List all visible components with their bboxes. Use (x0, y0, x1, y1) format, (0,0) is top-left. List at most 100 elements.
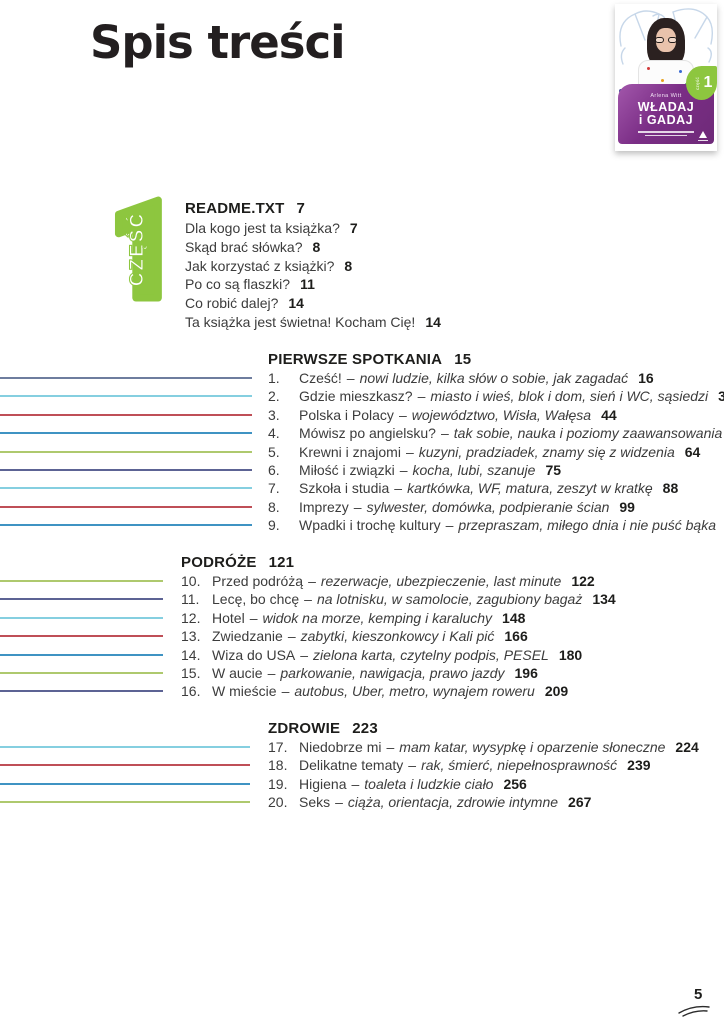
toc-entry: 6. Miłość i związki – kocha, lubi, szanu… (268, 461, 724, 479)
entry-number: 16. (181, 683, 201, 700)
entry-separator: – (267, 664, 276, 681)
toc-entry: Ta książka jest świetna! Kocham Cię! 14 (185, 313, 441, 332)
entry-page: 8 (312, 238, 321, 255)
entry-page: 64 (684, 443, 701, 460)
entry-title: Imprezy (299, 498, 349, 515)
entry-description: na lotnisku, w samolocie, zagubiony baga… (316, 591, 583, 608)
entry-description: województwo, Wisła, Wałęsa (411, 406, 592, 423)
section-zdrowie: ZDROWIE 223 17. Niedobrze mi – mam katar… (268, 719, 699, 812)
entry-description: zielona karta, czytelny podpis, PESEL (313, 646, 549, 663)
entry-title: Lecę, bo chcę (212, 591, 300, 608)
entry-number: 15. (181, 664, 201, 681)
cover-part-number: 1 (703, 74, 713, 91)
chapter-rule-line (0, 506, 252, 508)
entry-description: toaleta i ludzkie ciało (364, 775, 494, 792)
chapter-rule-line (0, 783, 250, 785)
chapter-rule-line (0, 598, 163, 600)
entry-separator: – (408, 757, 417, 774)
glasses-icon (655, 37, 677, 44)
entry-page: 256 (503, 775, 527, 792)
entry-number: 13. (181, 628, 201, 645)
chapter-rule-line (0, 617, 163, 619)
entry-page: 30 (718, 388, 724, 405)
entry-description: rak, śmierć, niepełnosprawność (421, 757, 618, 774)
section-page: 7 (296, 200, 306, 217)
entry-page: 44 (601, 406, 617, 423)
chapter-rule-line (0, 801, 250, 803)
entry-title: Hotel (212, 609, 245, 626)
entry-title: Po co są flaszki? (185, 276, 291, 293)
entry-title: Polska i Polacy (299, 406, 394, 423)
entry-page: 224 (675, 739, 699, 755)
entry-description: sylwester, domówka, podpieranie ścian (366, 498, 610, 515)
entry-title: Wiza do USA (212, 646, 296, 663)
entry-separator: – (386, 739, 395, 755)
woman-face (656, 28, 676, 52)
entry-title: Co robić dalej? (185, 295, 279, 312)
entry-title: Dla kogo jest ta książka? (185, 220, 340, 236)
entry-page: 122 (571, 573, 595, 589)
page-title: Spis treści (90, 16, 346, 69)
page-number: 5 (694, 986, 703, 1003)
entry-number: 5. (268, 443, 280, 460)
entry-number: 3. (268, 406, 280, 423)
section-heading: PODRÓŻE 121 (181, 553, 616, 572)
toc-entry: Po co są flaszki? 11 (185, 275, 441, 294)
section-pierwsze-spotkania: PIERWSZE SPOTKANIA 15 1. Cześć! – nowi l… (268, 350, 724, 535)
entry-description: autobus, Uber, metro, wynajem roweru (294, 683, 535, 700)
entry-separator: – (417, 388, 426, 405)
chapter-rule-line (0, 672, 163, 674)
entry-number: 9. (268, 517, 280, 534)
part-number-graphic: CZĘŚĆ (110, 196, 176, 302)
chapter-rule-line (0, 414, 252, 416)
section-heading: ZDROWIE 223 (268, 719, 699, 738)
entry-separator: – (398, 406, 407, 423)
entry-description: zabytki, kieszonkowcy i Kali pić (300, 628, 495, 645)
entry-description: kocha, lubi, szanuje (412, 461, 536, 478)
cover-tagline-bar (638, 131, 694, 133)
entry-title: Higiena (299, 775, 347, 792)
toc-entry: 10. Przed podróżą – rezerwacje, ubezpiec… (181, 572, 616, 590)
toc-entry: 17. Niedobrze mi – mam katar, wysypkę i … (268, 738, 699, 756)
cover-title-line1: WŁADAJ (637, 100, 695, 114)
entry-description: ciąża, orientacja, zdrowie intymne (347, 794, 559, 811)
entry-description: kartkówka, WF, matura, zeszyt w kratkę (407, 480, 653, 497)
entry-description: rezerwacje, ubezpieczenie, last minute (320, 573, 562, 589)
entry-number: 17. (268, 739, 288, 755)
toc-entry: 11. Lecę, bo chcę – na lotnisku, w samol… (181, 590, 616, 608)
entry-title: Mówisz po angielsku? (299, 425, 436, 442)
chapter-rule-line (0, 764, 250, 766)
toc-entry: 19. Higiena – toaleta i ludzkie ciało 25… (268, 775, 699, 793)
entry-title: Cześć! (299, 370, 342, 386)
entry-title: Skąd brać słówka? (185, 238, 303, 255)
entry-title: Miłość i związki (299, 461, 395, 478)
chapter-rule-line (0, 451, 252, 453)
toc-entry: 9. Wpadki i trochę kultury – przepraszam… (268, 516, 724, 534)
toc-entry: 5. Krewni i znajomi – kuzyni, pradziadek… (268, 443, 724, 461)
entry-separator: – (335, 794, 343, 811)
entry-title: W aucie (212, 664, 263, 681)
entry-page: 209 (544, 683, 569, 700)
toc-entry: Jak korzystać z książki? 8 (185, 257, 441, 276)
part-label: CZĘŚĆ (127, 211, 149, 287)
entry-title: Seks (299, 794, 331, 811)
entry-title: Jak korzystać z książki? (185, 257, 335, 274)
toc-entry: Dla kogo jest ta książka? 7 (185, 219, 441, 238)
chapter-rule-line (0, 580, 163, 582)
entry-description: parkowanie, nawigacja, prawo jazdy (280, 664, 505, 681)
chapter-rule-line (0, 469, 252, 471)
toc-entry: 8. Imprezy – sylwester, domówka, podpier… (268, 498, 724, 516)
entry-number: 20. (268, 794, 288, 811)
toc-entry: 16. W mieście – autobus, Uber, metro, wy… (181, 682, 616, 700)
entry-separator: – (281, 683, 290, 700)
entry-title: Zwiedzanie (212, 628, 283, 645)
publisher-logo-icon (699, 131, 707, 138)
entry-number: 1. (268, 370, 280, 386)
entry-separator: – (351, 775, 360, 792)
entry-separator: – (399, 461, 408, 478)
entry-description: przepraszam, miłego dnia i nie puść bąka (458, 517, 716, 534)
section-heading: PIERWSZE SPOTKANIA 15 (268, 350, 724, 369)
section-heading-text: PIERWSZE SPOTKANIA (268, 351, 443, 368)
chapter-rule-line (0, 635, 163, 637)
toc-entry: 14. Wiza do USA – zielona karta, czyteln… (181, 646, 616, 664)
